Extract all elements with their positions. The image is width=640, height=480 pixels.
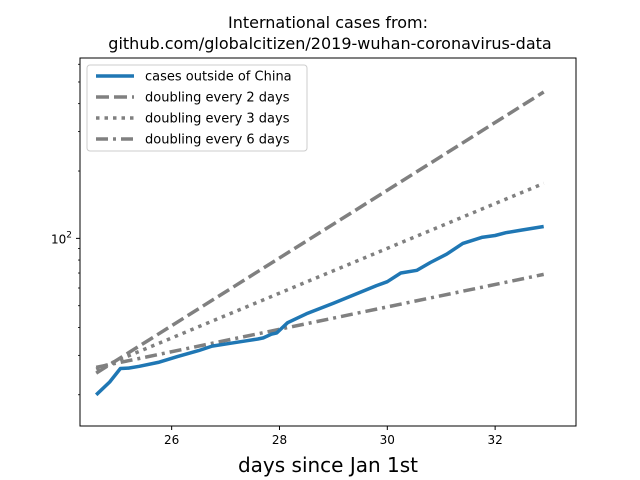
y-tick-label: 102 — [51, 230, 72, 246]
plot-frame — [79, 57, 577, 427]
x-axis-label: days since Jan 1st — [238, 453, 418, 477]
chart-title-line-2: github.com/globalcitizen/2019-wuhan-coro… — [108, 34, 551, 53]
legend-label-doubling-2: doubling every 2 days — [145, 91, 290, 106]
legend-label-doubling-6: doubling every 6 days — [145, 133, 290, 148]
legend-frame — [86, 64, 308, 152]
series-line-cases-outside-of-china — [94, 224, 544, 397]
x-tick-label: 26 — [164, 433, 179, 447]
x-axis-ticks: 26 28 30 32 — [164, 426, 503, 447]
plot-series-group — [94, 90, 545, 397]
y-axis-ticks: 102 — [51, 63, 80, 396]
x-tick-label: 28 — [272, 433, 287, 447]
x-tick-label: 30 — [380, 433, 395, 447]
legend-label-doubling-3: doubling every 3 days — [145, 112, 290, 127]
x-tick-label: 32 — [487, 433, 502, 447]
legend: cases outside of China doubling every 2 … — [86, 64, 308, 152]
chart-title-line-1: International cases from: — [228, 13, 428, 32]
series-line-doubling-every-6-days — [95, 272, 545, 370]
series-line-doubling-every-2-days — [95, 90, 545, 375]
series-line-doubling-every-3-days — [95, 181, 545, 371]
legend-label-cases: cases outside of China — [145, 70, 292, 85]
